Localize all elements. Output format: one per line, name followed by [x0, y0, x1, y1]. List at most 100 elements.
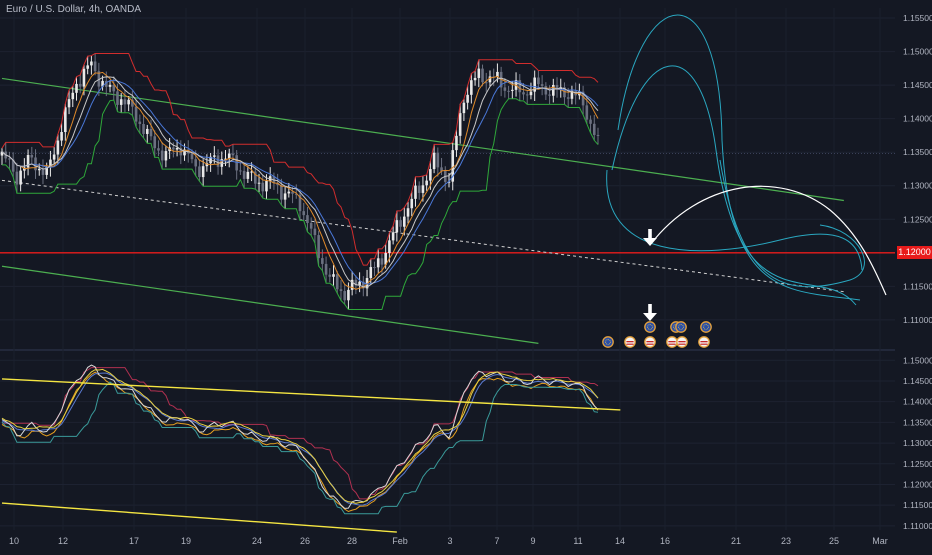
candle-body	[213, 155, 216, 157]
yellow-channel-line	[1, 378, 621, 411]
x-tick-label: 26	[300, 536, 310, 546]
candle-body	[131, 99, 134, 107]
candle-body	[145, 128, 149, 134]
candle-body	[49, 159, 52, 168]
ribbon-lower-green	[2, 98, 599, 310]
candle-body	[529, 91, 533, 96]
candle-body	[350, 279, 354, 290]
x-tick-label: 25	[829, 536, 839, 546]
candle-body	[209, 156, 212, 164]
green-channel-line	[1, 265, 539, 344]
main-y-tick-label: 1.11000	[903, 315, 932, 325]
candle-body	[380, 258, 384, 265]
candle-body	[354, 279, 358, 286]
candle-body	[373, 267, 376, 269]
candle-body	[388, 240, 391, 254]
candle-body	[190, 153, 194, 160]
main-y-tick-label: 1.15000	[903, 47, 932, 57]
x-tick-label: 24	[252, 536, 262, 546]
candle-body	[343, 291, 346, 301]
main-y-tick-label: 1.13500	[903, 147, 932, 157]
candle-body	[8, 158, 11, 160]
candle-body	[589, 119, 592, 124]
candle-body	[596, 134, 600, 136]
projection-curve-white	[649, 185, 887, 296]
us-flag-stripe-icon	[678, 341, 686, 343]
candle-body	[105, 80, 108, 87]
candle-body	[153, 136, 157, 149]
candle-body	[60, 132, 63, 141]
candle-body	[138, 121, 142, 124]
x-tick-label: 17	[129, 536, 139, 546]
candle-body	[395, 220, 399, 233]
x-tick-label: 12	[58, 536, 68, 546]
candle-body	[254, 171, 257, 184]
candle-body	[97, 71, 101, 87]
candle-body	[34, 157, 37, 171]
candle-body	[280, 185, 283, 200]
candle-body	[37, 168, 41, 171]
candle-body	[246, 171, 250, 179]
eu-stars-icon	[605, 339, 611, 345]
candle-body	[365, 278, 369, 289]
ribbon-layer	[1, 53, 599, 310]
candle-body	[317, 235, 320, 259]
candle-body	[45, 167, 48, 175]
us-flag-stripe-icon	[646, 343, 654, 345]
candle-body	[376, 258, 380, 268]
x-tick-label: Feb	[392, 536, 408, 546]
indicator-layer	[1, 364, 621, 533]
ribbon-upper-red	[1, 53, 599, 266]
candle-body	[425, 180, 428, 186]
candle-body	[447, 181, 451, 183]
candle-body	[205, 163, 209, 167]
candle-body	[466, 94, 469, 103]
indicator-line	[1, 372, 599, 506]
indicator-y-tick-label: 1.14000	[903, 397, 932, 407]
candle-body	[306, 215, 309, 224]
candle-body	[429, 169, 432, 181]
us-flag-stripe-icon	[700, 341, 708, 343]
indicator-y-tick-label: 1.12500	[903, 459, 932, 469]
projection-curve-cyan	[617, 14, 861, 301]
x-tick-label: 7	[494, 536, 499, 546]
candle-body	[496, 71, 499, 77]
eu-stars-icon	[678, 324, 684, 330]
indicator-y-tick-label: 1.11500	[903, 500, 932, 510]
candle-body	[566, 97, 570, 99]
projection-curve-cyan	[611, 65, 857, 306]
candle-body	[265, 180, 268, 192]
candle-body	[403, 216, 406, 227]
candle-body	[52, 154, 56, 160]
main-y-tick-label: 1.11500	[903, 281, 932, 291]
projection-arrow-icon-shaft	[648, 229, 652, 240]
candle-body	[261, 182, 265, 192]
indicator-y-tick-label: 1.13000	[903, 438, 932, 448]
main-y-tick-label: 1.15500	[903, 13, 932, 23]
candle-body	[309, 223, 313, 229]
candle-body	[347, 289, 350, 301]
candle-body	[149, 128, 153, 137]
candle-body	[518, 80, 522, 93]
candle-body	[399, 220, 402, 227]
us-flag-stripe-icon	[646, 341, 654, 343]
y-axis-background	[895, 0, 932, 550]
projection-curve-cyan	[719, 159, 865, 288]
candle-body	[391, 232, 395, 241]
candle-body	[473, 77, 477, 81]
candle-body	[294, 193, 298, 195]
candle-body	[172, 147, 175, 150]
eu-event-icon	[602, 336, 614, 348]
candle-body	[440, 167, 443, 172]
candle-body	[507, 90, 510, 92]
candle-body	[563, 87, 566, 98]
candle-body	[276, 183, 279, 186]
candle-body	[406, 208, 410, 217]
candle-body	[335, 274, 339, 290]
candle-body	[41, 168, 45, 175]
eu-event-icon	[675, 321, 687, 333]
indicator-y-tick-label: 1.11000	[903, 521, 932, 531]
candle-body	[544, 85, 548, 95]
